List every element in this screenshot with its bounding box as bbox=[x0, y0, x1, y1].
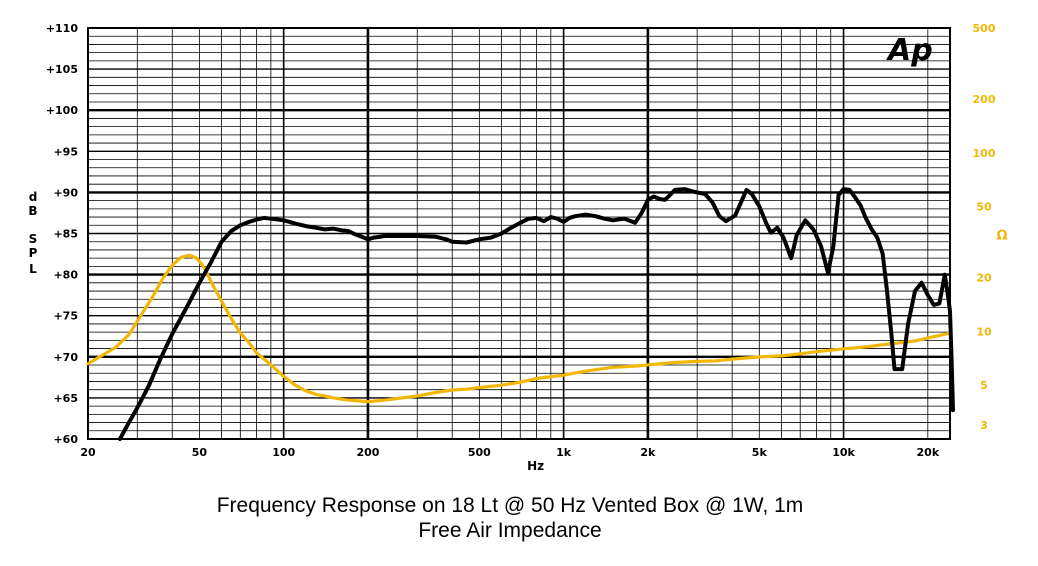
y-right-tick-label: 100 bbox=[973, 147, 996, 160]
y-left-tick-label: +80 bbox=[53, 269, 78, 282]
y-right-tick-label: 5 bbox=[980, 379, 988, 392]
x-tick-label: 50 bbox=[192, 446, 208, 459]
y-left-axis-label-char: d bbox=[29, 190, 38, 204]
spl-response-line bbox=[117, 187, 955, 441]
x-tick-label: 200 bbox=[356, 446, 379, 459]
y-left-tick-label: +75 bbox=[53, 310, 78, 323]
y-left-tick-label: +60 bbox=[53, 433, 78, 446]
ap-logo: Ap bbox=[886, 33, 933, 68]
y-left-axis-label-char: L bbox=[29, 262, 37, 276]
x-tick-label: 10k bbox=[832, 446, 855, 459]
y-left-axis-label-char: S bbox=[29, 232, 38, 246]
chart-caption-line-1: Frequency Response on 18 Lt @ 50 Hz Vent… bbox=[216, 494, 804, 517]
y-right-tick-label: 3 bbox=[980, 419, 988, 432]
x-axis-label: Hz bbox=[527, 459, 544, 473]
x-tick-label: 2k bbox=[640, 446, 656, 459]
y-right-tick-label: 200 bbox=[973, 93, 996, 106]
frequency-response-chart: +60 +65 +70 +75 +80 +85 +90 +95 +100 +105 +110 3 5 10… bbox=[28, 22, 1007, 473]
chart-caption-line-2: Free Air Impedance bbox=[418, 519, 602, 542]
y-left-tick-label: +100 bbox=[46, 104, 79, 117]
x-tick-label: 5k bbox=[752, 446, 768, 459]
y-right-tick-label: 50 bbox=[976, 201, 992, 214]
y-left-tick-label: +105 bbox=[46, 63, 78, 76]
y-left-tick-label: +65 bbox=[53, 392, 78, 405]
y-right-tick-label: 500 bbox=[973, 22, 996, 35]
y-right-tick-label: 20 bbox=[976, 272, 992, 285]
y-left-tick-label: +95 bbox=[53, 145, 78, 158]
plot-grid bbox=[87, 27, 951, 440]
y-left-axis-label-char: B bbox=[28, 204, 37, 218]
y-right-axis-label: Ω bbox=[996, 228, 1007, 243]
y-left-tick-label: +110 bbox=[46, 22, 79, 35]
impedance-line bbox=[86, 253, 952, 404]
x-tick-label: 100 bbox=[272, 446, 295, 459]
x-tick-label: 1k bbox=[556, 446, 572, 459]
y-left-tick-label: +90 bbox=[53, 186, 78, 199]
y-right-tick-label: 10 bbox=[976, 325, 992, 338]
y-left-axis-label-char: P bbox=[29, 246, 38, 260]
axis-tick-labels: +60 +65 +70 +75 +80 +85 +90 +95 +100 +105 +110 3 5 10… bbox=[28, 22, 1007, 473]
y-left-tick-label: +70 bbox=[53, 351, 78, 364]
y-left-tick-label: +85 bbox=[53, 228, 78, 241]
x-tick-label: 500 bbox=[468, 446, 491, 459]
plot-series bbox=[86, 187, 955, 441]
x-tick-label: 20 bbox=[80, 446, 96, 459]
x-tick-label: 20k bbox=[917, 446, 940, 459]
